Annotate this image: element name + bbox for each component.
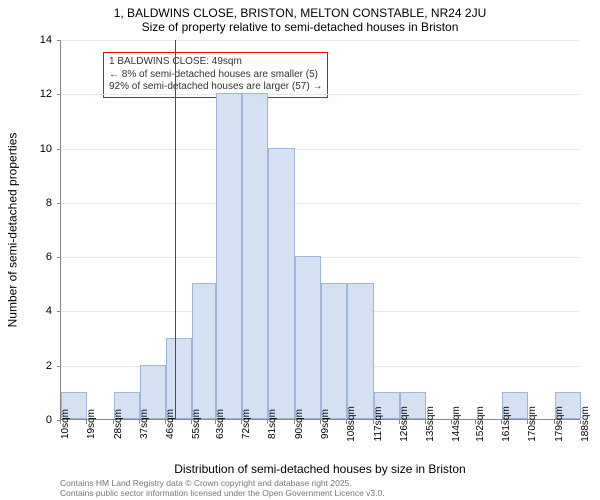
xtick-label: 37sqm (139, 409, 150, 439)
ytick-mark (57, 94, 61, 95)
histogram-bar (166, 338, 192, 419)
xtick-label: 152sqm (475, 406, 486, 442)
ytick-label: 6 (28, 251, 52, 263)
ytick-mark (57, 203, 61, 204)
ytick-label: 14 (28, 34, 52, 46)
xtick-label: 108sqm (346, 406, 357, 442)
chart-title-line2: Size of property relative to semi-detach… (0, 20, 600, 34)
xtick-label: 90sqm (294, 409, 305, 439)
xtick-label: 144sqm (451, 406, 462, 442)
ytick-label: 4 (28, 305, 52, 317)
xtick-label: 81sqm (267, 409, 278, 439)
histogram-bar (321, 283, 347, 419)
histogram-chart: 1, BALDWINS CLOSE, BRISTON, MELTON CONST… (0, 0, 600, 500)
xtick-label: 161sqm (501, 406, 512, 442)
xtick-label: 63sqm (215, 409, 226, 439)
reference-line (175, 40, 176, 419)
chart-title-block: 1, BALDWINS CLOSE, BRISTON, MELTON CONST… (0, 6, 600, 34)
gridline-h (61, 149, 580, 150)
x-axis-title: Distribution of semi-detached houses by … (60, 462, 580, 476)
ytick-mark (57, 311, 61, 312)
gridline-h (61, 40, 580, 41)
xtick-label: 28sqm (113, 409, 124, 439)
histogram-bar (347, 283, 373, 419)
xtick-label: 170sqm (527, 406, 538, 442)
footer-line2: Contains public sector information licen… (60, 489, 385, 498)
gridline-h (61, 203, 580, 204)
histogram-bar (192, 283, 215, 419)
histogram-bar (242, 93, 268, 419)
gridline-h (61, 94, 580, 95)
xtick-label: 126sqm (399, 406, 410, 442)
histogram-bar (295, 256, 321, 419)
ytick-label: 0 (28, 414, 52, 426)
callout-line: ← 8% of semi-detached houses are smaller… (109, 69, 322, 82)
ytick-mark (57, 40, 61, 41)
xtick-label: 117sqm (373, 407, 384, 442)
ytick-mark (57, 257, 61, 258)
xtick-label: 188sqm (580, 406, 591, 442)
histogram-bar (268, 148, 294, 419)
ytick-label: 10 (28, 143, 52, 155)
plot-area: 1 BALDWINS CLOSE: 49sqm← 8% of semi-deta… (60, 40, 580, 420)
xtick-label: 72sqm (241, 409, 252, 439)
ytick-label: 8 (28, 197, 52, 209)
chart-title-line1: 1, BALDWINS CLOSE, BRISTON, MELTON CONST… (0, 6, 600, 20)
xtick-label: 19sqm (86, 409, 97, 439)
y-axis-labels: 02468101214 (0, 40, 56, 420)
xtick-label: 179sqm (554, 406, 565, 442)
xtick-label: 46sqm (165, 409, 176, 439)
x-axis-labels: 10sqm19sqm28sqm37sqm46sqm55sqm63sqm72sqm… (60, 420, 580, 466)
ytick-label: 2 (28, 360, 52, 372)
xtick-label: 55sqm (191, 409, 202, 439)
ytick-mark (57, 366, 61, 367)
callout-line: 92% of semi-detached houses are larger (… (109, 81, 322, 94)
xtick-label: 99sqm (320, 409, 331, 439)
histogram-bar (216, 93, 242, 419)
callout-box: 1 BALDWINS CLOSE: 49sqm← 8% of semi-deta… (103, 52, 328, 98)
ytick-mark (57, 149, 61, 150)
callout-line: 1 BALDWINS CLOSE: 49sqm (109, 56, 322, 69)
xtick-label: 135sqm (425, 406, 436, 442)
xtick-label: 10sqm (60, 409, 71, 439)
ytick-label: 12 (28, 88, 52, 100)
attribution-footer: Contains HM Land Registry data © Crown c… (60, 479, 385, 498)
